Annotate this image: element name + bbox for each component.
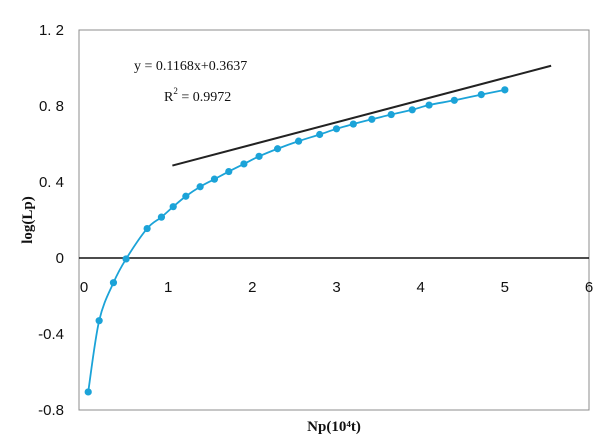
data-point (182, 192, 190, 200)
data-point (316, 130, 324, 139)
data-point (450, 96, 458, 104)
y-tick-label: 0. 8 (39, 98, 64, 115)
data-point (425, 101, 433, 109)
data-point (122, 255, 130, 263)
data-point (95, 317, 103, 325)
y-tick-labels: 1. 2 0. 8 0. 4 0 -0.4 -0.8 (38, 22, 64, 419)
x-tick-label: 6 (585, 279, 593, 296)
data-point (157, 213, 166, 221)
data-points (84, 86, 509, 396)
x-tick-label: 2 (248, 279, 256, 296)
r-squared-value: = 0.9972 (178, 90, 231, 105)
data-point (210, 175, 219, 183)
y-tick-label: -0.8 (38, 402, 64, 419)
data-point (143, 224, 151, 233)
data-point (368, 115, 376, 123)
data-point (408, 106, 416, 114)
y-tick-label: 0. 4 (39, 174, 64, 191)
data-point (349, 120, 357, 128)
plot-frame (78, 29, 590, 411)
data-point (295, 137, 303, 145)
y-axis-title: log(Lp) (20, 196, 36, 244)
r-squared-exponent: 2 (173, 86, 178, 96)
data-point (196, 183, 204, 191)
data-point (169, 203, 177, 211)
trendline (172, 64, 552, 167)
x-tick-label: 1 (164, 279, 172, 296)
r-squared-base: R (164, 90, 174, 105)
data-point (240, 160, 248, 168)
y-tick-label: -0.4 (38, 326, 64, 343)
data-point (332, 125, 341, 133)
y-tick-label: 0 (56, 250, 64, 267)
data-point (477, 91, 485, 99)
r-squared: R2 = 0.9972 (164, 86, 231, 105)
data-point (273, 145, 282, 153)
x-tick-label: 4 (416, 279, 424, 296)
data-point (109, 279, 118, 287)
data-point (84, 388, 92, 396)
fitted-curve (87, 88, 506, 393)
x-tick-labels: 0 1 2 3 4 5 6 (80, 279, 593, 296)
data-point (387, 110, 395, 119)
data-point (225, 167, 233, 176)
trendline-equation: y = 0.1168x+0.3637 (134, 59, 247, 74)
x-axis-title: Np(10⁴t) (307, 419, 361, 435)
data-point (501, 86, 509, 94)
y-tick-label: 1. 2 (39, 22, 64, 39)
x-tick-label: 3 (332, 279, 340, 296)
data-point (255, 152, 263, 160)
x-tick-label: 5 (501, 279, 509, 296)
x-tick-label: 0 (80, 279, 88, 296)
